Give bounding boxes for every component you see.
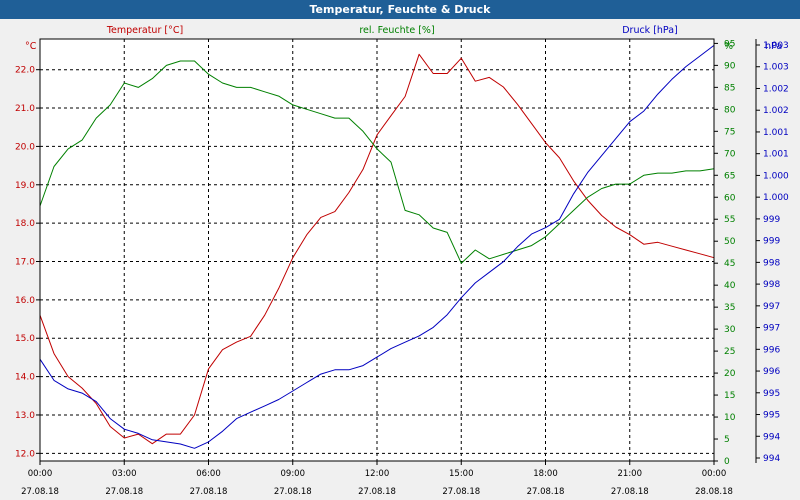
pressure-tick-label: 999 xyxy=(763,215,780,225)
pressure-tick-label: 1.000 xyxy=(763,193,789,203)
pressure-tick-label: 997 xyxy=(763,302,780,312)
series-layer xyxy=(39,45,715,449)
temperature-tick-label: 22.0 xyxy=(15,66,35,76)
pressure-tick-label: 1.002 xyxy=(763,106,789,116)
humidity-tick-label: 35 xyxy=(724,303,735,313)
axes-layer xyxy=(36,38,760,465)
x-tick-time: 21:00 xyxy=(618,469,643,479)
humidity-tick-label: 45 xyxy=(724,259,735,269)
humidity-tick-label: 15 xyxy=(724,391,735,401)
humidity-tick-label: 75 xyxy=(724,127,735,137)
humidity-tick-label: 95 xyxy=(724,39,735,49)
pressure-tick-label: 995 xyxy=(763,389,780,399)
pressure-tick-label: 994 xyxy=(763,432,780,442)
x-tick-date: 27.08.18 xyxy=(190,487,228,497)
temperature-unit-label: °C xyxy=(25,41,37,52)
pressure-tick-label: 995 xyxy=(763,411,780,421)
pressure-tick-label: 999 xyxy=(763,237,780,247)
humidity-tick-label: 0 xyxy=(724,457,730,467)
pressure-tick-label: 1.001 xyxy=(763,128,789,138)
pressure-tick-label: 998 xyxy=(763,280,780,290)
humidity-tick-label: 40 xyxy=(724,281,736,291)
temperature-tick-label: 17.0 xyxy=(15,258,35,268)
x-tick-date: 27.08.18 xyxy=(527,487,565,497)
pressure-tick-label: 997 xyxy=(763,324,780,334)
humidity-tick-label: 65 xyxy=(724,171,735,181)
x-tick-date: 27.08.18 xyxy=(274,487,312,497)
series-header-pressure: Druck [hPa] xyxy=(622,25,678,36)
labels-layer: 00:00 27.08.18 03:00 27.08.18 06:00 27.08.18 0… xyxy=(15,25,789,497)
humidity-tick-label: 85 xyxy=(724,83,735,93)
pressure-tick-label: 1.002 xyxy=(763,84,789,94)
pressure-tick-label: 994 xyxy=(763,454,780,464)
pressure-tick-label: 1.003 xyxy=(763,41,789,51)
x-tick-date: 27.08.18 xyxy=(358,487,396,497)
humidity-tick-label: 60 xyxy=(724,193,736,203)
x-tick-time: 03:00 xyxy=(112,469,137,479)
humidity-tick-label: 80 xyxy=(724,105,736,115)
humidity-tick-label: 10 xyxy=(724,413,736,423)
x-tick-date: 27.08.18 xyxy=(21,487,59,497)
x-tick-time: 18:00 xyxy=(533,469,558,479)
temperature-tick-label: 16.0 xyxy=(15,296,35,306)
temperature-tick-label: 12.0 xyxy=(15,449,35,459)
humidity-tick-label: 20 xyxy=(724,369,736,379)
series-header-humidity: rel. Feuchte [%] xyxy=(359,25,434,36)
humidity-tick-label: 30 xyxy=(724,325,736,335)
humidity-tick-label: 50 xyxy=(724,237,736,247)
grid-lines xyxy=(40,39,714,461)
temperature-tick-label: 20.0 xyxy=(15,142,35,152)
temperature-tick-label: 14.0 xyxy=(15,373,35,383)
temperature-tick-label: 13.0 xyxy=(15,411,35,421)
x-tick-date: 27.08.18 xyxy=(105,487,143,497)
humidity-tick-label: 90 xyxy=(724,61,736,71)
humidity-tick-label: 55 xyxy=(724,215,735,225)
pressure-tick-label: 996 xyxy=(763,367,780,377)
series-line-pressure xyxy=(39,45,715,449)
x-tick-time: 09:00 xyxy=(281,469,306,479)
x-tick-time: 15:00 xyxy=(449,469,474,479)
humidity-unit-label: % xyxy=(724,41,733,52)
pressure-tick-label: 1.000 xyxy=(763,171,789,181)
x-tick-date: 27.08.18 xyxy=(442,487,480,497)
x-tick-date: 28.08.18 xyxy=(695,487,733,497)
temperature-tick-label: 18.0 xyxy=(15,219,35,229)
humidity-tick-label: 5 xyxy=(724,435,730,445)
series-line-humidity xyxy=(39,60,715,264)
series-header-temperature: Temperatur [°C] xyxy=(106,25,183,36)
temperature-tick-label: 15.0 xyxy=(15,334,35,344)
x-tick-time: 00:00 xyxy=(702,469,727,479)
x-tick-time: 00:00 xyxy=(28,469,53,479)
temperature-tick-label: 19.0 xyxy=(15,181,35,191)
temperature-tick-label: 21.0 xyxy=(15,104,35,114)
x-tick-date: 27.08.18 xyxy=(611,487,649,497)
pressure-tick-label: 998 xyxy=(763,258,780,268)
chart-canvas: 00:00 27.08.18 03:00 27.08.18 06:00 27.08.18 0… xyxy=(15,25,789,497)
pressure-unit-label: hPa xyxy=(765,41,782,52)
pressure-tick-label: 1.003 xyxy=(763,63,789,73)
x-tick-time: 12:00 xyxy=(365,469,390,479)
pressure-tick-label: 996 xyxy=(763,345,780,355)
x-tick-time: 06:00 xyxy=(196,469,221,479)
pressure-tick-label: 1.001 xyxy=(763,150,789,160)
humidity-tick-label: 25 xyxy=(724,347,735,357)
series-line-temperature xyxy=(39,53,715,445)
window-title: Temperatur, Feuchte & Druck xyxy=(0,0,800,19)
humidity-tick-label: 70 xyxy=(724,149,736,159)
